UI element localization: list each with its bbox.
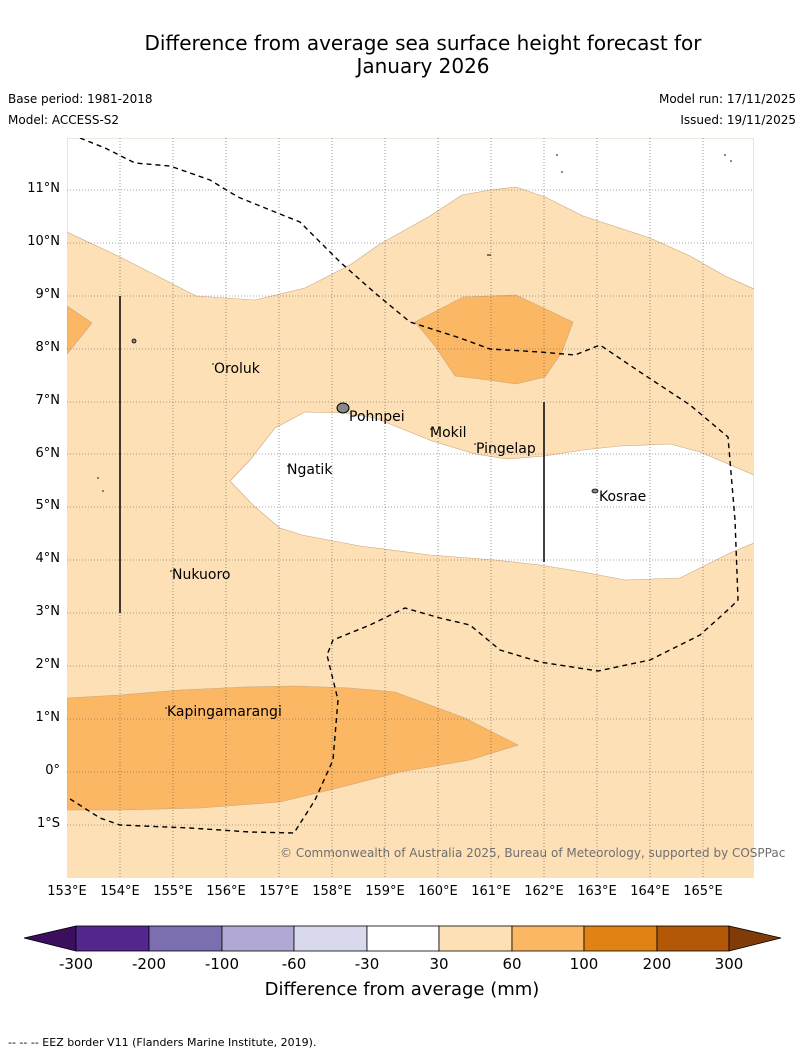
colorbar-tick-30: 30 (429, 955, 449, 973)
colorbar-tick-100: 100 (569, 955, 599, 973)
lat-label-3n: 3°N (35, 604, 61, 619)
lon-label-165e: 165°E (683, 884, 723, 899)
lon-label-157e: 157°E (259, 884, 299, 899)
title-line-2: January 2026 (356, 54, 490, 78)
pingelap-atoll (474, 443, 476, 445)
small-island-west (131, 338, 137, 344)
lon-label-161e: 161°E (471, 884, 511, 899)
colorbar-tick-minus-200: -200 (131, 955, 167, 973)
place-pohnpei: Pohnpei (349, 409, 405, 425)
place-ngatik: Ngatik (287, 462, 333, 478)
colorbar-segment-9 (656, 925, 730, 952)
colorbar-tick-minus-30: -30 (354, 955, 380, 973)
sea-level-band-60-100-west (67, 305, 93, 355)
sea-level-band-60-100-south (67, 685, 519, 811)
pohnpei-island (336, 402, 350, 414)
colorbar-title: Difference from average (mm) (264, 979, 540, 1000)
lon-label-160e: 160°E (418, 884, 458, 899)
copyright-note: © Commonwealth of Australia 2025, Bureau… (280, 846, 786, 860)
sea-level-band-neutral-north (67, 138, 754, 301)
lon-label-156e: 156°E (206, 884, 246, 899)
lat-label-4n: 4°N (35, 551, 61, 566)
small-island-ne (556, 154, 558, 156)
ngatik-atoll (287, 465, 289, 467)
place-nukuoro: Nukuoro (172, 567, 231, 583)
colorbar-segment-7 (511, 925, 585, 952)
colorbar-tick-minus-60: -60 (281, 955, 307, 973)
lat-label-6n: 6°N (35, 446, 61, 461)
place-mokil: Mokil (430, 425, 467, 441)
colorbar (23, 925, 782, 952)
chart-title: Difference from average sea surface heig… (0, 32, 804, 78)
small-island-ne-3 (724, 154, 726, 156)
small-island-ne-4 (730, 160, 732, 162)
issued-date: Issued: 19/11/2025 (680, 113, 796, 127)
colorbar-segment-4 (293, 925, 368, 952)
colorbar-tick-minus-100: -100 (204, 955, 240, 973)
lat-label-5n: 5°N (35, 498, 61, 513)
nukuoro-atoll (170, 570, 172, 572)
lat-label-11n: 11°N (27, 181, 60, 196)
lon-label-159e: 159°E (365, 884, 405, 899)
colorbar-segment-1 (75, 925, 150, 952)
colorbar-tick-300: 300 (714, 955, 744, 973)
lon-label-153e: 153°E (47, 884, 87, 899)
place-kapingamarangi: Kapingamarangi (167, 704, 282, 720)
kosrae-island (591, 488, 599, 494)
eez-legend-note: -- -- -- EEZ border V11 (Flanders Marine… (8, 1036, 317, 1049)
place-pingelap: Pingelap (476, 441, 536, 457)
sea-level-band-60-100-east (414, 294, 574, 385)
kapingamarangi-atoll (165, 707, 167, 709)
title-line-1: Difference from average sea surface heig… (144, 31, 702, 55)
lat-label-2n: 2°N (35, 657, 61, 672)
lon-label-158e: 158°E (312, 884, 352, 899)
small-island-nw (97, 477, 99, 479)
small-island-nw-2 (102, 490, 104, 492)
lat-label-equator: 0° (45, 763, 60, 778)
colorbar-extend-low (23, 925, 77, 952)
colorbar-segment-6 (438, 925, 513, 952)
lat-label-1n: 1°N (35, 710, 61, 725)
lon-label-163e: 163°E (577, 884, 617, 899)
colorbar-extend-high (728, 925, 782, 952)
lat-label-10n: 10°N (27, 234, 60, 249)
place-kosrae: Kosrae (599, 489, 647, 505)
colorbar-segment-2 (148, 925, 223, 952)
colorbar-segment-3 (221, 925, 295, 952)
place-oroluk: Oroluk (214, 361, 260, 377)
mokil-atoll (430, 428, 432, 430)
eez-border-north (67, 138, 739, 834)
colorbar-tick-200: 200 (642, 955, 672, 973)
lat-label-7n: 7°N (35, 393, 61, 408)
colorbar-tick-60: 60 (502, 955, 522, 973)
model-name: Model: ACCESS-S2 (8, 113, 120, 127)
oroluk-atoll (212, 363, 214, 365)
lat-label-1s: 1°S (36, 816, 60, 831)
lat-label-8n: 8°N (35, 340, 61, 355)
colorbar-tick-minus-300: -300 (58, 955, 94, 973)
lon-label-155e: 155°E (153, 884, 193, 899)
colorbar-segment-5 (366, 925, 440, 952)
colorbar-segment-8 (583, 925, 658, 952)
lat-label-9n: 9°N (35, 287, 61, 302)
base-period: Base period: 1981-2018 (8, 92, 153, 106)
small-island-ne-2 (561, 171, 563, 173)
map-plot-area (67, 138, 754, 878)
model-run: Model run: 17/11/2025 (658, 92, 796, 106)
lon-label-164e: 164°E (630, 884, 670, 899)
lon-label-162e: 162°E (524, 884, 564, 899)
lon-label-154e: 154°E (100, 884, 140, 899)
